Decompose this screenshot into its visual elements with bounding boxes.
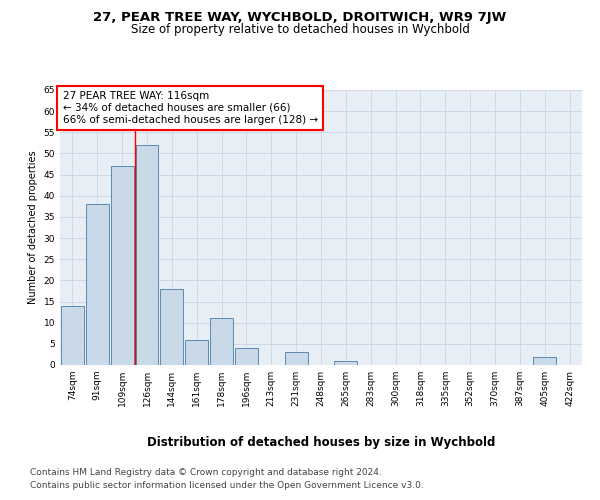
Bar [160, 289, 183, 365]
Bar [111, 166, 134, 365]
Text: Size of property relative to detached houses in Wychbold: Size of property relative to detached ho… [131, 24, 469, 36]
Bar [86, 204, 109, 365]
Bar [185, 340, 208, 365]
Text: Distribution of detached houses by size in Wychbold: Distribution of detached houses by size … [147, 436, 495, 449]
Bar [61, 306, 84, 365]
Bar [334, 361, 357, 365]
Bar [235, 348, 258, 365]
Bar [285, 352, 308, 365]
Bar [533, 356, 556, 365]
Text: Contains public sector information licensed under the Open Government Licence v3: Contains public sector information licen… [30, 480, 424, 490]
Text: 27 PEAR TREE WAY: 116sqm
← 34% of detached houses are smaller (66)
66% of semi-d: 27 PEAR TREE WAY: 116sqm ← 34% of detach… [62, 92, 318, 124]
Text: Contains HM Land Registry data © Crown copyright and database right 2024.: Contains HM Land Registry data © Crown c… [30, 468, 382, 477]
Bar [210, 318, 233, 365]
Y-axis label: Number of detached properties: Number of detached properties [28, 150, 38, 304]
Bar [136, 145, 158, 365]
Text: 27, PEAR TREE WAY, WYCHBOLD, DROITWICH, WR9 7JW: 27, PEAR TREE WAY, WYCHBOLD, DROITWICH, … [94, 11, 506, 24]
